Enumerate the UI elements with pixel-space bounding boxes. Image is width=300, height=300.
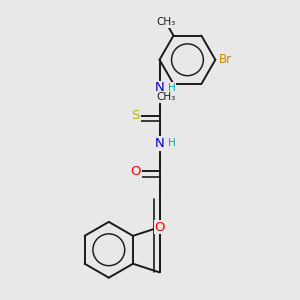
Text: N: N — [155, 137, 164, 150]
Text: H: H — [168, 83, 176, 93]
Text: Br: Br — [219, 53, 232, 66]
Text: CH₃: CH₃ — [156, 92, 176, 102]
Text: O: O — [130, 165, 141, 178]
Text: N: N — [155, 81, 164, 94]
Text: S: S — [132, 109, 140, 122]
Text: H: H — [168, 139, 176, 148]
Text: O: O — [154, 221, 165, 234]
Text: CH₃: CH₃ — [156, 17, 176, 27]
